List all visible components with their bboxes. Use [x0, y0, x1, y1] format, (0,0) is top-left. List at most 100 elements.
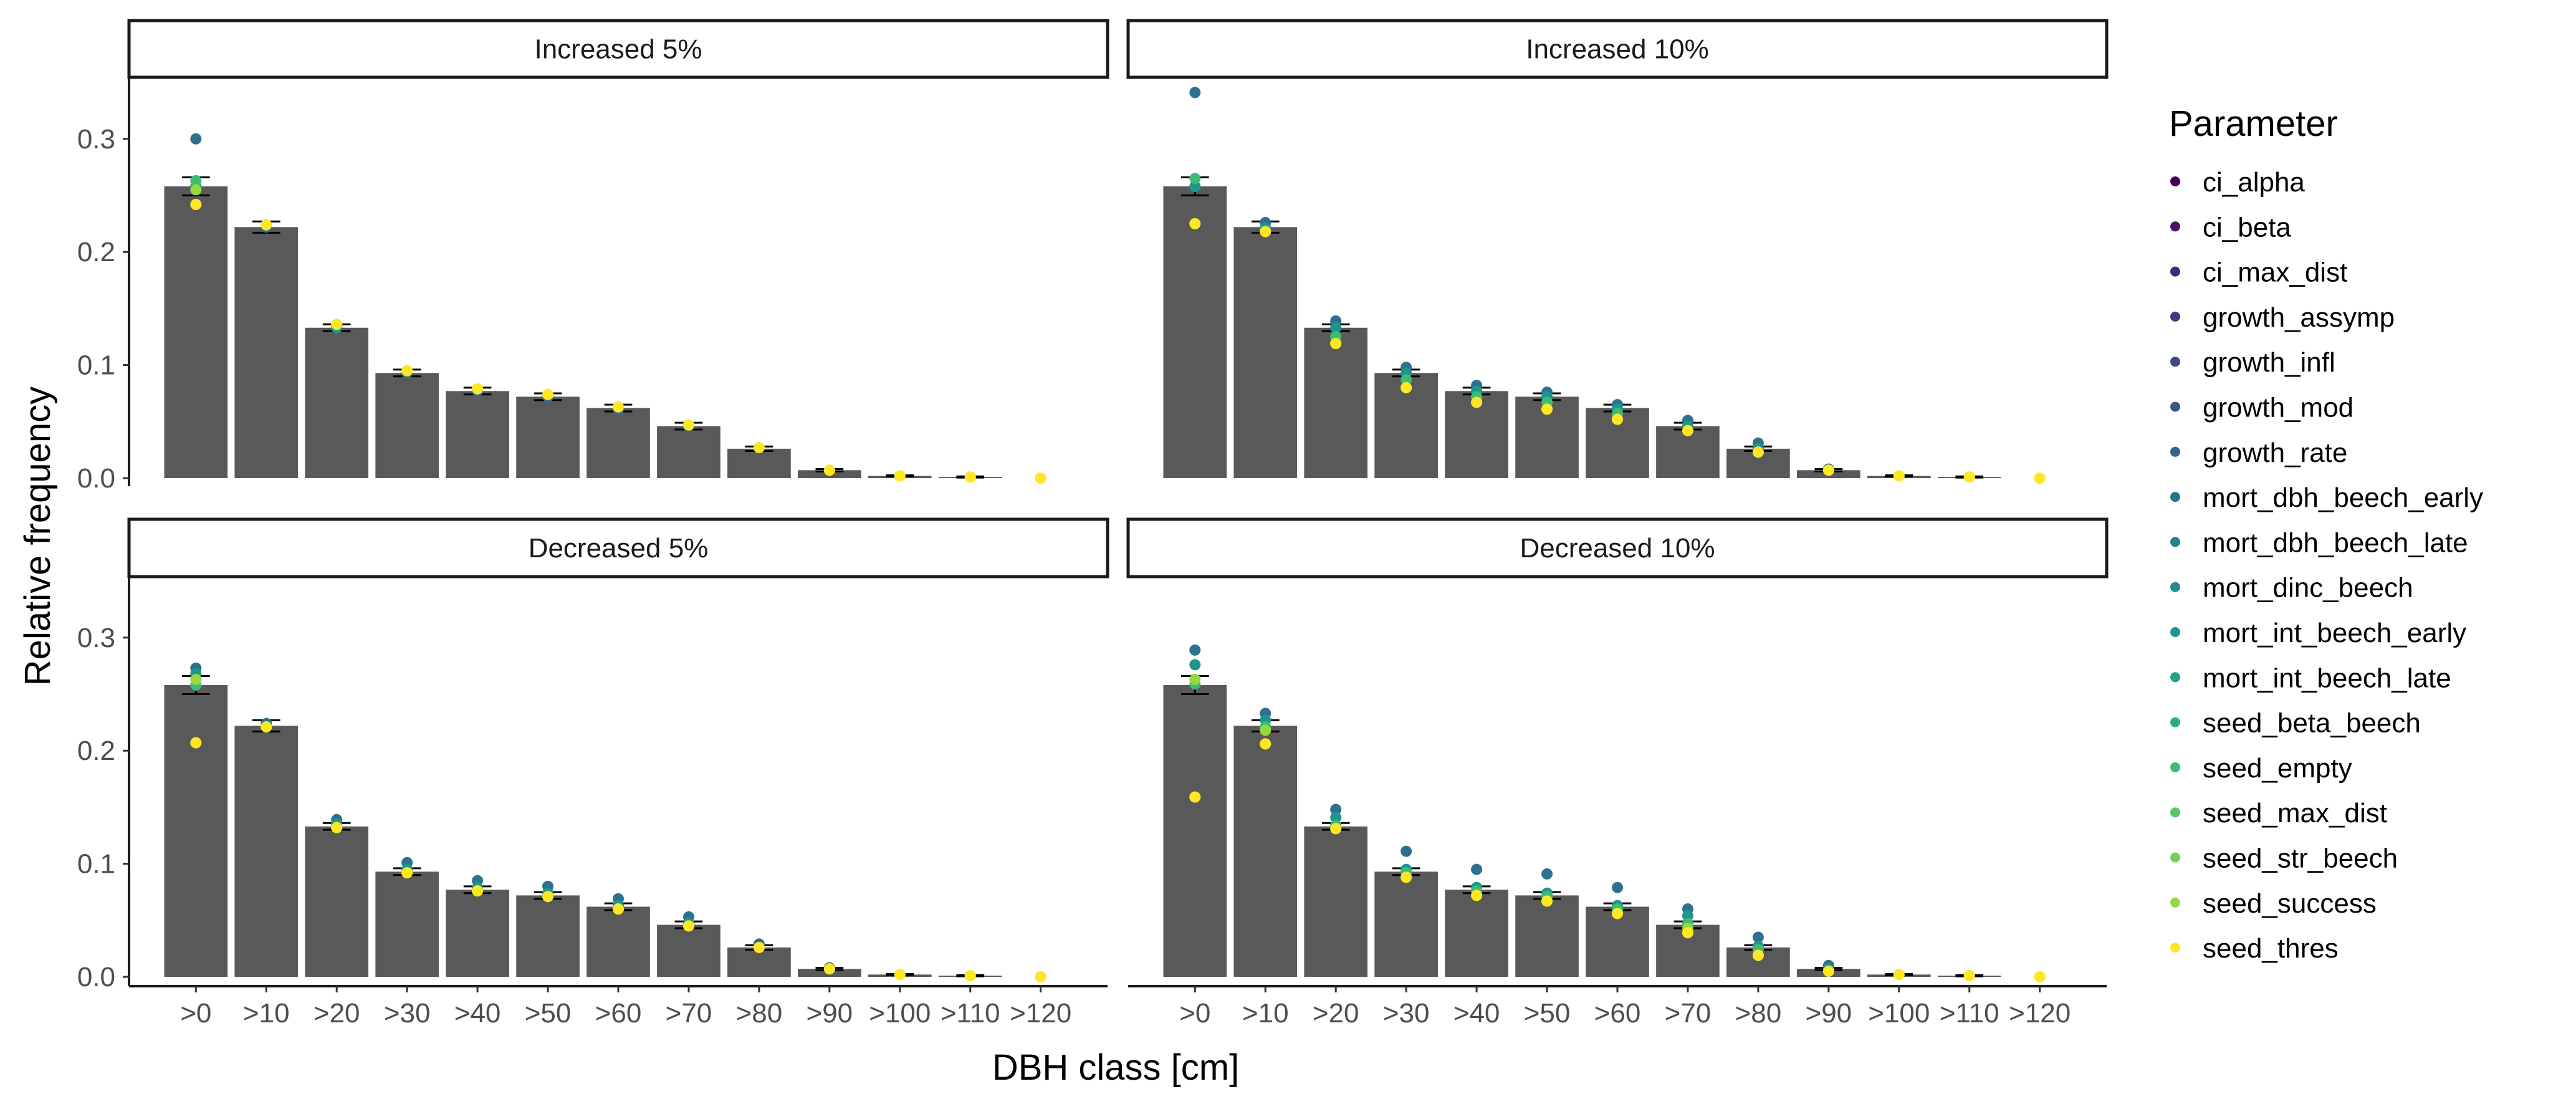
data-point: [401, 867, 413, 879]
legend-label: growth_mod: [2203, 393, 2353, 423]
data-point: [472, 885, 484, 897]
legend-label: ci_beta: [2203, 212, 2291, 242]
legend-label: growth_assymp: [2203, 302, 2395, 333]
legend-label: ci_alpha: [2203, 167, 2305, 198]
x-tick-label: >50: [525, 998, 572, 1029]
data-point: [894, 470, 906, 482]
bar: [1163, 684, 1227, 977]
x-tick-label: >30: [1383, 998, 1430, 1029]
data-point: [261, 721, 272, 733]
legend-key: [2170, 852, 2180, 863]
panel-strip: [1126, 517, 2109, 578]
data-point: [1189, 673, 1201, 685]
legend: Parameter ci_alpha ci_beta ci_max_distgrow…: [2169, 103, 2483, 964]
data-point: [1471, 863, 1483, 875]
x-tick-label: >80: [736, 998, 783, 1029]
data-point: [1752, 949, 1764, 961]
data-point: [1189, 218, 1201, 229]
x-tick-label: >50: [1524, 998, 1571, 1029]
data-point: [964, 970, 976, 982]
bar: [164, 684, 228, 977]
panel: Increased 10%: [1126, 19, 2109, 484]
data-point: [1822, 464, 1834, 476]
data-point: [1189, 644, 1201, 656]
data-point: [1471, 396, 1483, 408]
data-point: [190, 673, 202, 685]
bar: [446, 890, 509, 977]
data-point: [1682, 910, 1693, 922]
legend-label: mort_dbh_beech_early: [2203, 482, 2483, 513]
data-point: [1963, 471, 1975, 483]
x-tick-label: >70: [1665, 998, 1712, 1029]
x-tick-label: >100: [869, 998, 931, 1029]
x-tick-label: >60: [1594, 998, 1641, 1029]
bar: [1515, 895, 1579, 977]
data-point: [1752, 446, 1764, 458]
legend-key: [2170, 672, 2180, 683]
y-tick-label: 0.2: [77, 237, 115, 267]
data-point: [190, 175, 202, 186]
data-point: [1612, 881, 1623, 893]
legend-key: [2170, 221, 2180, 232]
legend-label: mort_int_beech_early: [2203, 618, 2466, 648]
bar: [234, 726, 299, 977]
data-point: [1752, 931, 1764, 943]
bar: [375, 871, 439, 977]
legend-title: Parameter: [2169, 103, 2338, 144]
data-point: [190, 199, 202, 211]
data-point: [753, 941, 765, 953]
panel-strip: [127, 19, 1109, 79]
legend-label: seed_max_dist: [2203, 798, 2387, 828]
x-tick-label: >60: [595, 998, 642, 1029]
data-point: [1189, 173, 1201, 185]
panels-layer: Increased 5% 0.0 0.1 0.2 0.3 Increased 10% Dec…: [77, 19, 2109, 1029]
data-point: [1893, 969, 1905, 981]
bar: [657, 426, 721, 478]
legend-key: [2170, 762, 2180, 772]
bar: [657, 924, 721, 977]
legend-key: [2170, 807, 2180, 818]
data-point: [542, 388, 554, 400]
data-point: [1541, 868, 1553, 880]
legend-label: seed_beta_beech: [2203, 708, 2421, 739]
x-tick-label: >20: [1313, 998, 1359, 1029]
y-axis-title: Relative frequency: [17, 386, 58, 686]
panel: Decreased 10% >0 >10 >20 >30 >40 >50 >60 >70 >80 >…: [1126, 517, 2109, 1029]
x-tick-label: >110: [941, 998, 1000, 1029]
y-tick-label: 0.3: [77, 623, 115, 653]
panel-strip: [1126, 19, 2109, 79]
x-tick-label: >70: [666, 998, 712, 1029]
data-point: [1330, 338, 1342, 350]
bar: [234, 227, 299, 478]
data-point: [1401, 382, 1412, 393]
data-point: [1189, 791, 1201, 803]
bar: [727, 448, 791, 478]
legend-label: seed_success: [2203, 888, 2377, 919]
legend-label: mort_int_beech_late: [2203, 663, 2451, 693]
x-tick-label: >0: [1179, 998, 1210, 1029]
data-point: [1330, 823, 1342, 835]
data-point: [1330, 322, 1342, 334]
y-tick-label: 0.0: [77, 463, 115, 494]
bar: [1304, 327, 1368, 478]
data-point: [682, 920, 694, 932]
data-point: [613, 903, 624, 915]
data-point: [1035, 971, 1046, 982]
bar: [1304, 826, 1368, 977]
data-point: [753, 442, 765, 454]
x-tick-label: >120: [1010, 998, 1071, 1029]
bar: [1445, 890, 1508, 977]
legend-label: seed_empty: [2203, 753, 2352, 784]
bar: [305, 327, 369, 478]
data-point: [1189, 87, 1201, 98]
bar: [305, 826, 369, 977]
legend-label: growth_rate: [2203, 438, 2347, 468]
data-point: [1541, 403, 1553, 415]
legend-key: [2170, 176, 2180, 186]
bar: [1233, 726, 1298, 977]
x-tick-label: >10: [1242, 998, 1289, 1029]
y-tick-label: 0.0: [77, 962, 115, 992]
data-point: [1035, 473, 1046, 484]
bar: [587, 906, 650, 977]
